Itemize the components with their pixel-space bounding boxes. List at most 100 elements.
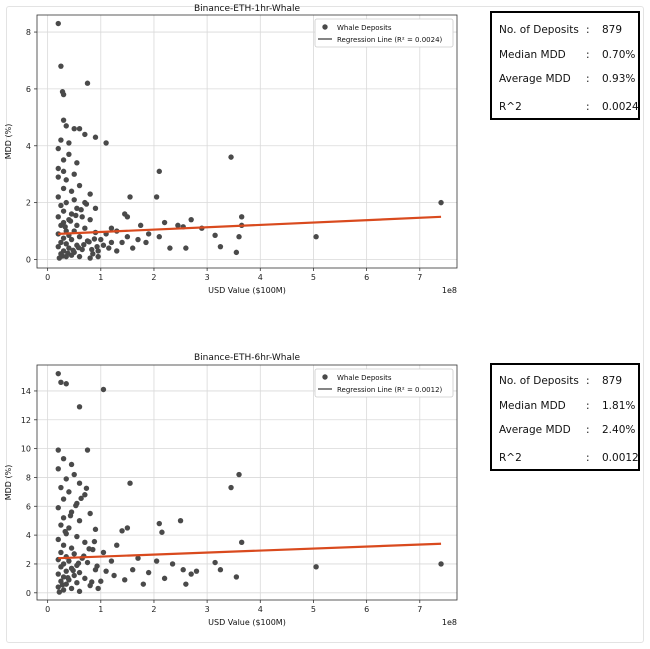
y-tick-label: 0 [26, 255, 31, 264]
x-tick-label: 4 [258, 273, 263, 282]
data-point [95, 248, 101, 254]
stat-value: 879 [602, 375, 623, 387]
data-point [63, 381, 69, 387]
data-point [236, 471, 242, 478]
stat-label: Average MDD [499, 73, 571, 85]
data-point [82, 575, 88, 582]
data-point [58, 484, 64, 491]
data-point [86, 546, 92, 552]
data-point [135, 555, 141, 561]
data-point [59, 253, 66, 259]
data-point [58, 239, 64, 246]
data-point [228, 484, 234, 491]
data-point [100, 386, 107, 393]
data-point [124, 234, 131, 240]
data-point [60, 587, 67, 593]
plot-area [37, 15, 457, 268]
data-point [177, 518, 184, 524]
x-offset-label: 1e8 [442, 618, 457, 627]
data-point [100, 242, 107, 248]
data-point [114, 248, 120, 254]
data-point [58, 522, 64, 528]
data-point [65, 574, 71, 581]
data-point [60, 496, 67, 502]
stats-box-1h: No. of Deposits : 879 Median MDD : 0.70%… [490, 11, 640, 120]
stat-row-median-mdd: Median MDD : 0.70% [492, 49, 638, 63]
y-tick-label: 0 [26, 589, 31, 598]
stat-separator: : [586, 375, 590, 387]
data-point [212, 559, 218, 566]
data-point [60, 542, 67, 548]
data-point [175, 222, 181, 229]
x-axis-label: USD Value ($100M) [208, 286, 286, 295]
data-point [63, 123, 69, 129]
stat-value: 2.40% [602, 424, 636, 436]
data-point [86, 239, 92, 245]
y-tick-label: 8 [26, 28, 31, 37]
x-tick-label: 2 [151, 273, 156, 282]
regression-line [58, 542, 442, 560]
data-point [127, 194, 133, 200]
data-point [55, 20, 61, 27]
y-axis-label: MDD (%) [4, 465, 13, 501]
data-point [89, 246, 95, 253]
data-point [76, 126, 83, 132]
stat-label: Median MDD [499, 400, 566, 412]
data-point [145, 569, 152, 576]
data-point [137, 222, 144, 229]
x-tick-label: 1 [98, 273, 103, 282]
data-point [92, 134, 99, 140]
data-point [63, 177, 69, 183]
legend-box [314, 368, 454, 398]
data-point [74, 533, 80, 540]
data-point [60, 456, 67, 462]
stat-row-median-mdd: Median MDD : 1.81% [492, 400, 638, 414]
x-tick-label: 4 [258, 605, 263, 614]
stat-value: 0.0024 [602, 101, 639, 113]
x-tick-label: 0 [45, 605, 50, 614]
data-point [313, 564, 319, 570]
data-point [183, 581, 189, 587]
stat-value: 0.0012 [602, 452, 639, 464]
data-point [66, 245, 72, 251]
stat-row-deposits: No. of Deposits : 879 [492, 375, 638, 389]
data-point [55, 145, 61, 152]
data-point [94, 563, 100, 569]
data-point [74, 160, 80, 166]
data-point [76, 588, 83, 595]
data-point [71, 171, 77, 177]
data-point [66, 489, 72, 495]
legend-label: Regression Line (R² = 0.0024) [337, 36, 443, 44]
data-point [87, 216, 93, 223]
stat-separator: : [586, 400, 590, 412]
data-point [65, 250, 71, 256]
data-point [92, 205, 99, 212]
data-point [87, 510, 93, 517]
stat-separator: : [586, 101, 590, 113]
data-point [83, 201, 90, 207]
y-tick-label: 12 [21, 416, 31, 425]
data-point [71, 572, 77, 579]
data-point [236, 234, 242, 240]
data-point [55, 174, 61, 180]
data-point [68, 461, 75, 468]
plot-area [37, 365, 457, 600]
figure-frame [6, 6, 644, 643]
data-point [217, 243, 224, 250]
legend-label: Whale Deposits [337, 374, 392, 382]
data-point [313, 234, 319, 240]
data-point [63, 476, 69, 482]
data-point [143, 239, 149, 246]
x-tick-label: 6 [364, 273, 369, 282]
stat-row-r2: R^2 : 0.0012 [492, 452, 639, 466]
x-tick-label: 5 [311, 273, 316, 282]
data-point [124, 214, 131, 220]
chart-title: Binance-ETH-1hr-Whale [194, 4, 301, 14]
x-axis-label: USD Value ($100M) [208, 618, 286, 627]
stat-row-r2: R^2 : 0.0024 [492, 101, 639, 115]
plot-frame [36, 14, 458, 269]
x-offset-label: 1e8 [442, 286, 457, 295]
stat-value: 879 [602, 24, 623, 36]
data-point [100, 549, 107, 556]
data-point [228, 154, 234, 160]
